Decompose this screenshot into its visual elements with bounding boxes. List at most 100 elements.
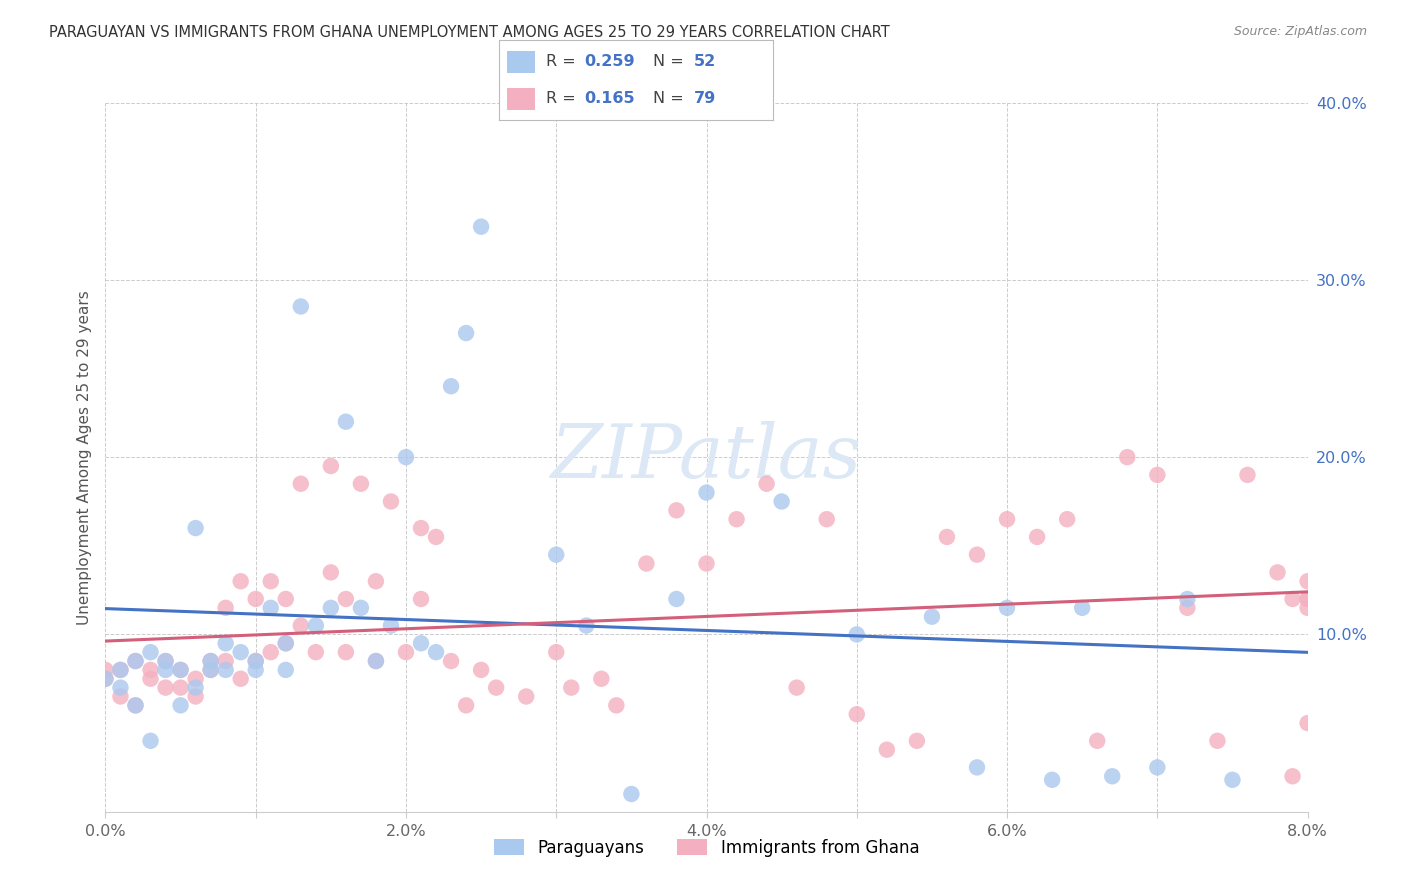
Point (1026, 530, 1049, 544)
Point (755, 476, 778, 491)
Point (966, 760, 988, 774)
Point (364, 654, 387, 668)
Point (274, 592, 297, 607)
Point (184, 690, 207, 704)
Point (290, 300, 312, 314)
Point (184, 521, 207, 535)
Point (665, 503, 688, 517)
Point (229, 645, 252, 659)
Point (229, 672, 252, 686)
Point (169, 663, 191, 677)
Point (245, 592, 267, 607)
Point (995, 600, 1018, 615)
Point (245, 663, 267, 677)
Point (515, 690, 537, 704)
Point (274, 663, 297, 677)
Point (845, 627, 868, 641)
Point (636, 557, 658, 571)
Point (1296, 600, 1319, 615)
Point (245, 654, 267, 668)
Point (155, 654, 177, 668)
Point (200, 663, 222, 677)
Point (1296, 592, 1319, 607)
Point (169, 681, 191, 695)
Point (409, 521, 432, 535)
Point (124, 654, 146, 668)
Point (260, 600, 283, 615)
Point (94, 672, 117, 686)
Point (274, 636, 297, 650)
Point (335, 592, 357, 607)
Point (184, 672, 207, 686)
Point (425, 645, 447, 659)
Point (1056, 512, 1078, 526)
Text: ZIPatlas: ZIPatlas (551, 421, 862, 493)
Point (184, 681, 207, 695)
Point (395, 450, 418, 464)
Point (110, 681, 132, 695)
Point (1085, 733, 1108, 747)
Point (665, 592, 688, 607)
Point (995, 512, 1018, 526)
Point (905, 733, 928, 747)
Point (696, 557, 718, 571)
Point (1296, 592, 1319, 607)
Point (139, 733, 162, 747)
Point (94, 663, 117, 677)
Point (936, 530, 959, 544)
Point (1040, 772, 1063, 787)
Point (1101, 769, 1123, 783)
Point (274, 636, 297, 650)
Point (876, 742, 898, 756)
Legend: Paraguayans, Immigrants from Ghana: Paraguayans, Immigrants from Ghana (486, 832, 927, 863)
Point (319, 458, 342, 473)
Text: 79: 79 (693, 91, 716, 106)
Text: R =: R = (546, 91, 581, 106)
Point (380, 494, 402, 508)
Point (200, 663, 222, 677)
Point (350, 476, 373, 491)
Point (305, 618, 328, 632)
Point (1071, 600, 1094, 615)
Text: 0.165: 0.165 (583, 91, 634, 106)
Point (319, 600, 342, 615)
Text: 52: 52 (693, 54, 716, 70)
Point (395, 645, 418, 659)
Point (364, 574, 387, 589)
Point (1146, 760, 1168, 774)
Point (1267, 566, 1289, 580)
Point (214, 663, 236, 677)
Point (470, 663, 492, 677)
Point (155, 654, 177, 668)
Point (350, 600, 373, 615)
Point (485, 681, 508, 695)
Point (1296, 716, 1319, 731)
Point (1175, 592, 1198, 607)
Point (1206, 733, 1229, 747)
Point (124, 654, 146, 668)
Point (409, 592, 432, 607)
Point (770, 494, 793, 508)
Point (1175, 600, 1198, 615)
Point (335, 415, 357, 429)
Point (214, 636, 236, 650)
Point (815, 512, 838, 526)
Point (110, 663, 132, 677)
Point (1222, 772, 1244, 787)
Point (364, 654, 387, 668)
Point (1281, 769, 1303, 783)
Point (1281, 592, 1303, 607)
Bar (508, 51, 534, 73)
Point (260, 574, 283, 589)
Text: R =: R = (546, 54, 581, 70)
Point (214, 654, 236, 668)
Point (380, 618, 402, 632)
Point (200, 654, 222, 668)
Point (786, 681, 808, 695)
Point (845, 707, 868, 722)
Point (110, 663, 132, 677)
Point (696, 485, 718, 500)
Point (214, 600, 236, 615)
Point (110, 690, 132, 704)
Point (591, 672, 613, 686)
